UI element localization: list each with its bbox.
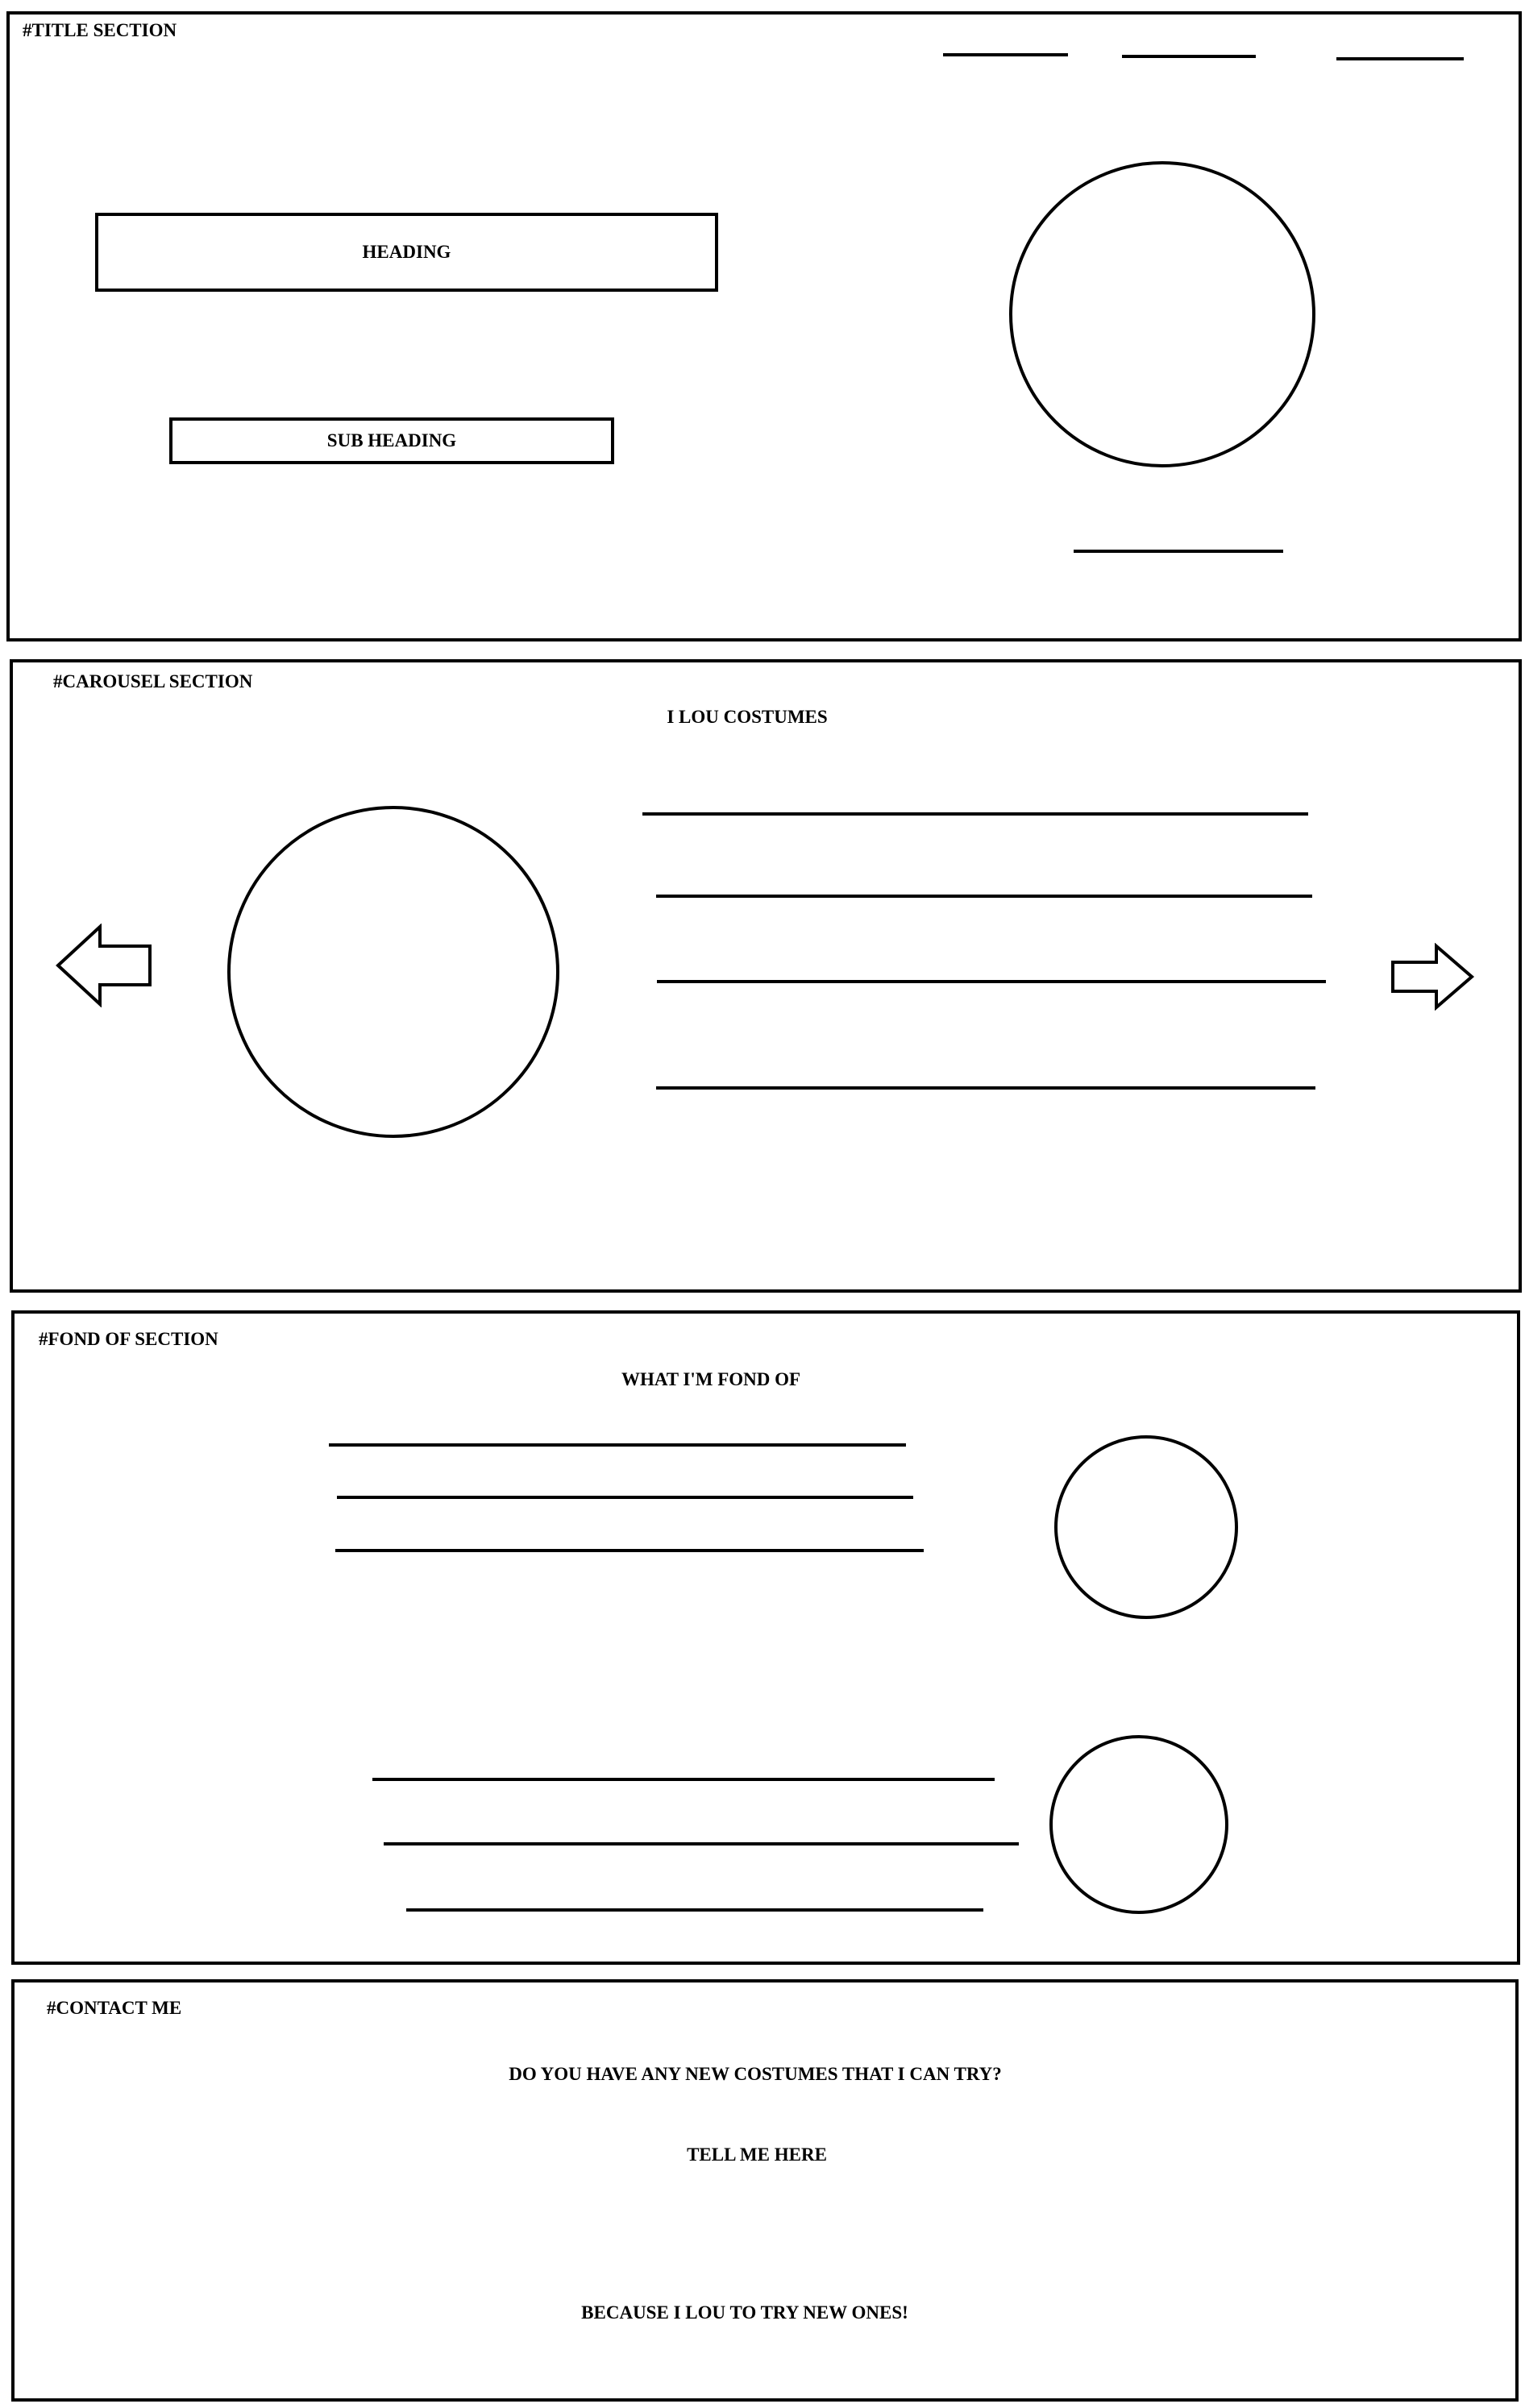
profile-image-placeholder (1009, 161, 1315, 467)
carousel-section: #CAROUSEL SECTION I LOU COSTUMES (10, 659, 1522, 1293)
fond-item-1-line-3 (335, 1549, 924, 1552)
fond-of-title: WHAT I'M FOND OF (621, 1369, 801, 1389)
carousel-image-placeholder (227, 806, 559, 1138)
image-caption-line (1074, 550, 1283, 553)
fond-item-2-line-1 (372, 1778, 995, 1781)
carousel-text-line-4 (656, 1086, 1315, 1090)
contact-closing-text: BECAUSE I LOU TO TRY NEW ONES! (581, 2302, 908, 2323)
fond-item-2-line-3 (406, 1908, 983, 1912)
left-arrow-icon[interactable] (55, 924, 155, 1007)
fond-item-1-line-1 (329, 1443, 906, 1447)
carousel-text-line-3 (657, 980, 1326, 983)
section-label: #CAROUSEL SECTION (53, 671, 253, 691)
nav-link-3[interactable] (1336, 57, 1464, 60)
carousel-text-line-1 (642, 812, 1308, 816)
section-label: #TITLE SECTION (23, 20, 177, 40)
carousel-title: I LOU COSTUMES (667, 707, 828, 727)
title-section: #TITLE SECTION HEADING SUB HEADING (6, 11, 1522, 641)
sub-heading-box: SUB HEADING (169, 417, 614, 464)
fond-item-2-image-placeholder (1049, 1735, 1228, 1914)
contact-section: #CONTACT ME DO YOU HAVE ANY NEW COSTUMES… (11, 1979, 1519, 2402)
carousel-text-line-2 (656, 895, 1312, 898)
fond-item-1-line-2 (337, 1496, 913, 1499)
fond-item-2-line-2 (384, 1842, 1019, 1845)
section-label: #CONTACT ME (47, 1998, 182, 2018)
contact-cta-link[interactable]: TELL ME HERE (687, 2144, 827, 2165)
nav-link-2[interactable] (1122, 55, 1256, 58)
fond-item-1-image-placeholder (1054, 1435, 1238, 1619)
section-label: #FOND OF SECTION (39, 1329, 218, 1349)
right-arrow-icon[interactable] (1390, 943, 1475, 1011)
fond-of-section: #FOND OF SECTION WHAT I'M FOND OF (11, 1310, 1520, 1965)
nav-link-1[interactable] (943, 53, 1068, 56)
heading-box: HEADING (95, 213, 718, 292)
contact-question: DO YOU HAVE ANY NEW COSTUMES THAT I CAN … (509, 2064, 1002, 2084)
